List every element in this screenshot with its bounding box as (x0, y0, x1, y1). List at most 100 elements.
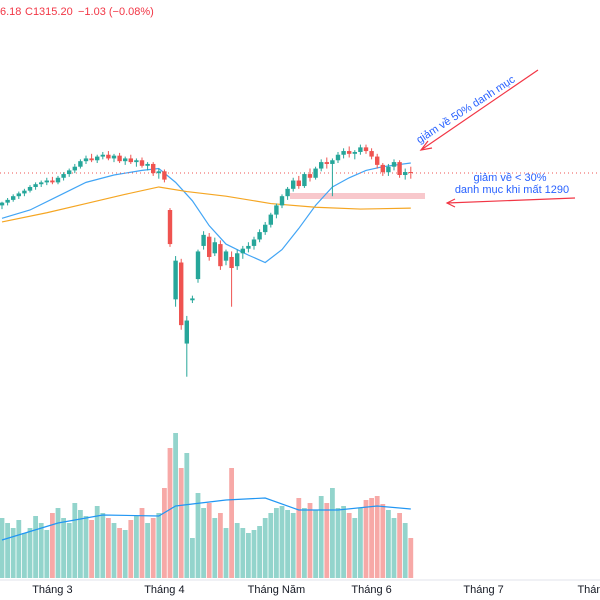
x-tick-label: Thán (577, 584, 600, 596)
candle-body (207, 236, 212, 257)
x-tick-label: Tháng Năm (248, 584, 305, 596)
candle-body (319, 162, 324, 169)
candle-body (201, 234, 206, 246)
candle-body (27, 186, 33, 191)
candle-body (229, 256, 234, 269)
ma-line (1, 186, 411, 223)
volume-bar (318, 496, 324, 578)
volume-bar (358, 508, 363, 578)
volume-bar (94, 506, 100, 578)
volume-bar (206, 503, 212, 578)
candle-body (156, 171, 161, 174)
candle-body (363, 147, 369, 152)
candle-body (285, 188, 290, 197)
volume-bar (16, 520, 22, 578)
volume-bar (78, 510, 83, 578)
volume-bar (279, 506, 285, 578)
volume-bar (83, 516, 89, 578)
candle-body (307, 174, 313, 178)
volume-bar (363, 500, 369, 578)
candle-body (195, 251, 201, 280)
volume-bar (150, 518, 156, 578)
candle-body (397, 162, 402, 175)
volume-bar (234, 523, 240, 578)
candle-body (145, 163, 150, 166)
candle-body (257, 232, 262, 240)
volume-bar (341, 506, 346, 578)
volume-bar (145, 523, 150, 578)
volume-bar (251, 530, 257, 578)
candle-body (324, 162, 329, 164)
candle-body (89, 158, 94, 161)
candle-body (386, 166, 391, 173)
volume-bar (178, 468, 184, 578)
candle-body (403, 172, 408, 175)
annotation: giảm về 50% danh mục (414, 73, 517, 146)
volume-bar (212, 518, 218, 578)
candle-body (78, 161, 83, 167)
volume-bar (330, 488, 335, 578)
candle-body (190, 298, 195, 301)
candle-body (212, 242, 217, 254)
candle-body (246, 245, 251, 249)
volume-bar (0, 518, 5, 578)
candle-body (67, 170, 72, 175)
candle-body (72, 166, 77, 171)
candle-body (341, 151, 346, 155)
candle-body (251, 239, 257, 246)
volume-bar (100, 513, 106, 578)
volume-bar (190, 538, 195, 578)
volume-bar (139, 508, 145, 578)
candle-body (347, 151, 352, 154)
candle-body (44, 180, 49, 183)
candle-body (296, 180, 301, 187)
candle-body (223, 251, 229, 261)
annotation: giảm về < 30% (473, 172, 546, 184)
candle-body (235, 253, 240, 267)
volume-bar (195, 493, 201, 578)
x-tick-label: Tháng 3 (32, 584, 72, 596)
volume-bar (162, 488, 167, 578)
candle-body (179, 262, 184, 326)
volume-bar (61, 518, 66, 578)
volume-bar (117, 528, 122, 578)
volume-bar (27, 528, 33, 578)
volume-bar (408, 538, 414, 578)
candle-body (95, 156, 100, 161)
header-text: C1315.20 (25, 6, 73, 18)
candle-body (128, 158, 133, 163)
header-text: −1.03 (−0.08%) (78, 6, 154, 18)
candle-body (100, 154, 105, 157)
volume-bar (134, 516, 139, 578)
volume-bar (402, 523, 408, 578)
candle-body (173, 260, 178, 300)
volume-bar (55, 508, 61, 578)
volume-bar (352, 518, 358, 578)
candle-body (162, 171, 167, 180)
volume-bar (50, 513, 55, 578)
volume-bar (223, 528, 229, 578)
candle-body (39, 182, 44, 185)
volume-bar (369, 498, 374, 578)
candle-body (151, 163, 156, 174)
volume-bar (296, 498, 302, 578)
candle-body (291, 180, 296, 189)
volume-bar (89, 520, 94, 578)
volume-bar (44, 530, 50, 578)
volume-bar (111, 523, 117, 578)
volume-bar (167, 448, 173, 578)
volume-bar (106, 518, 111, 578)
candle-body (268, 214, 273, 225)
arrow-head (419, 140, 433, 151)
candle-body (167, 210, 173, 245)
candle-body (0, 202, 5, 206)
candle-body (279, 196, 285, 206)
volume-bar (128, 520, 134, 578)
volume-bar (313, 510, 318, 578)
volume-bar (184, 453, 190, 578)
candle-body (313, 168, 318, 178)
volume-bar (346, 513, 352, 578)
volume-bar (66, 523, 72, 578)
volume-bar (285, 510, 290, 578)
